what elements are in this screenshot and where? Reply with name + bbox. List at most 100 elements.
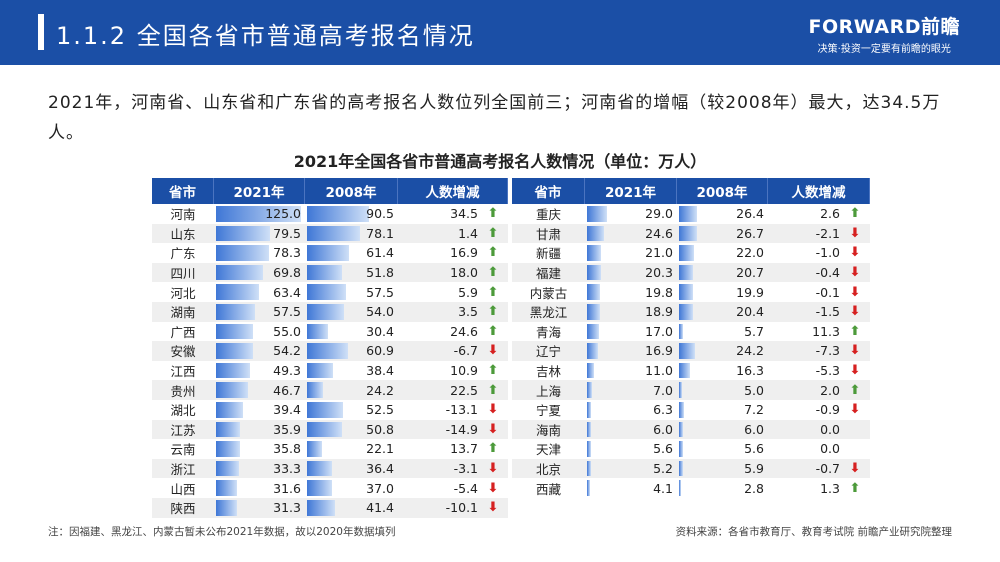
value-text: 17.0 <box>645 323 673 339</box>
arrow-down-icon: ⬇ <box>849 402 861 418</box>
value-2021: 33.3 <box>214 459 305 479</box>
change-cell: -0.7 ⬇ <box>768 459 870 479</box>
change-cell: -0.4 ⬇ <box>768 263 870 283</box>
value-text: 18.9 <box>645 304 673 320</box>
value-text: 24.2 <box>736 343 764 359</box>
data-bar <box>307 245 349 261</box>
arrow-up-icon: ⬆ <box>849 206 861 222</box>
data-bar <box>679 401 684 418</box>
change-value: -7.3 <box>815 343 840 359</box>
change-value: 1.3 <box>820 480 840 496</box>
value-text: 52.5 <box>366 402 394 418</box>
province-name: 山西 <box>170 481 196 497</box>
province-name: 湖南 <box>170 305 196 321</box>
value-text: 20.7 <box>736 265 764 281</box>
province-name: 江西 <box>170 364 196 380</box>
arrow-up-icon: ⬆ <box>849 480 861 496</box>
change-value: -3.1 <box>453 461 478 477</box>
value-text: 24.6 <box>645 225 673 241</box>
data-bar <box>587 284 601 300</box>
data-bar <box>216 480 238 496</box>
value-2008: 5.7 <box>677 322 768 342</box>
province-name: 山东 <box>170 226 196 242</box>
column-header: 2008年 <box>677 178 768 204</box>
value-text: 54.2 <box>273 343 301 359</box>
column-header: 人数增减 <box>768 178 870 204</box>
data-bar <box>679 343 696 359</box>
province-name: 广西 <box>170 324 196 340</box>
table-left: 省市 2021年 2008年 人数增减 河南 125.0 90.5 34.5 ⬆ 山东 79.5 78… <box>152 178 508 518</box>
data-bar <box>307 480 333 496</box>
source-note: 资料来源：各省市教育厅、教育考试院 前瞻产业研究院整理 <box>675 526 952 538</box>
change-value: 0.0 <box>820 441 840 457</box>
value-2021: 24.6 <box>585 224 677 244</box>
data-bar <box>216 499 238 516</box>
value-text: 5.0 <box>744 382 764 398</box>
data-bar <box>679 382 683 398</box>
value-text: 16.3 <box>736 363 764 379</box>
province-name: 陕西 <box>170 501 196 517</box>
value-2008: 5.9 <box>677 459 768 479</box>
table-row: 河北 63.4 57.5 5.9 ⬆ <box>152 282 508 302</box>
value-text: 22.1 <box>366 441 394 457</box>
arrow-up-icon: ⬆ <box>487 225 499 241</box>
value-2008: 26.7 <box>677 224 768 244</box>
value-text: 11.0 <box>645 363 673 379</box>
data-bar <box>679 206 697 222</box>
province-name: 安徽 <box>170 344 196 360</box>
data-bar <box>216 284 260 300</box>
value-text: 31.6 <box>273 480 301 496</box>
change-value: -1.0 <box>815 245 840 261</box>
table-row: 山东 79.5 78.1 1.4 ⬆ <box>152 223 508 244</box>
value-2021: 31.3 <box>214 498 305 518</box>
value-text: 7.0 <box>653 382 673 398</box>
value-2021: 6.0 <box>585 420 677 440</box>
change-value: -5.3 <box>815 363 840 379</box>
value-2008: 7.2 <box>677 400 768 420</box>
value-text: 5.7 <box>744 323 764 339</box>
value-2021: 6.3 <box>585 400 677 420</box>
value-2021: 16.9 <box>585 341 677 361</box>
change-cell: -13.1 ⬇ <box>398 400 508 420</box>
value-text: 41.4 <box>366 500 394 516</box>
arrow-down-icon: ⬇ <box>849 343 861 359</box>
value-text: 6.0 <box>744 421 764 437</box>
data-bar <box>307 421 342 438</box>
change-value: -2.1 <box>815 225 840 241</box>
value-2021: 29.0 <box>585 204 677 224</box>
province-name: 新疆 <box>535 246 561 262</box>
data-bar <box>216 264 264 281</box>
change-cell: -0.9 ⬇ <box>768 400 870 420</box>
value-text: 4.1 <box>653 480 673 496</box>
value-text: 57.5 <box>273 304 301 320</box>
table-row: 河南 125.0 90.5 34.5 ⬆ <box>152 204 508 224</box>
change-cell: 0.0 <box>768 439 870 459</box>
arrow-down-icon: ⬇ <box>849 265 861 281</box>
value-2008: 54.0 <box>305 302 398 322</box>
data-bar <box>216 460 239 477</box>
table-row: 天津 5.6 5.6 0.0 <box>512 439 870 459</box>
table-row: 新疆 21.0 22.0 -1.0 ⬇ <box>512 243 870 263</box>
value-2021: 39.4 <box>214 400 305 420</box>
change-cell: 11.3 ⬆ <box>768 322 870 342</box>
arrow-down-icon: ⬇ <box>849 363 861 379</box>
value-2008: 78.1 <box>305 224 398 244</box>
change-cell: -0.1 ⬇ <box>768 282 870 302</box>
province-name: 重庆 <box>535 207 561 223</box>
value-2021: 18.9 <box>585 302 677 322</box>
table-right: 省市 2021年 2008年 人数增减 重庆 29.0 26.4 2.6 ⬆ 甘肃 24.6 26.7… <box>512 178 870 498</box>
arrow-down-icon: ⬇ <box>849 304 861 320</box>
value-2021: 55.0 <box>214 322 305 342</box>
value-text: 19.9 <box>736 284 764 300</box>
table-row: 吉林 11.0 16.3 -5.3 ⬇ <box>512 361 870 381</box>
column-header: 2021年 <box>214 178 305 204</box>
value-2021: 17.0 <box>585 322 677 342</box>
table-header: 省市 2021年 2008年 人数增减 <box>512 178 870 204</box>
value-text: 63.4 <box>273 284 301 300</box>
province-name: 河南 <box>170 207 196 223</box>
value-text: 33.3 <box>273 461 301 477</box>
arrow-down-icon: ⬇ <box>487 480 499 496</box>
value-text: 24.2 <box>366 382 394 398</box>
value-2021: 69.8 <box>214 263 305 283</box>
province-name: 广东 <box>170 246 196 262</box>
